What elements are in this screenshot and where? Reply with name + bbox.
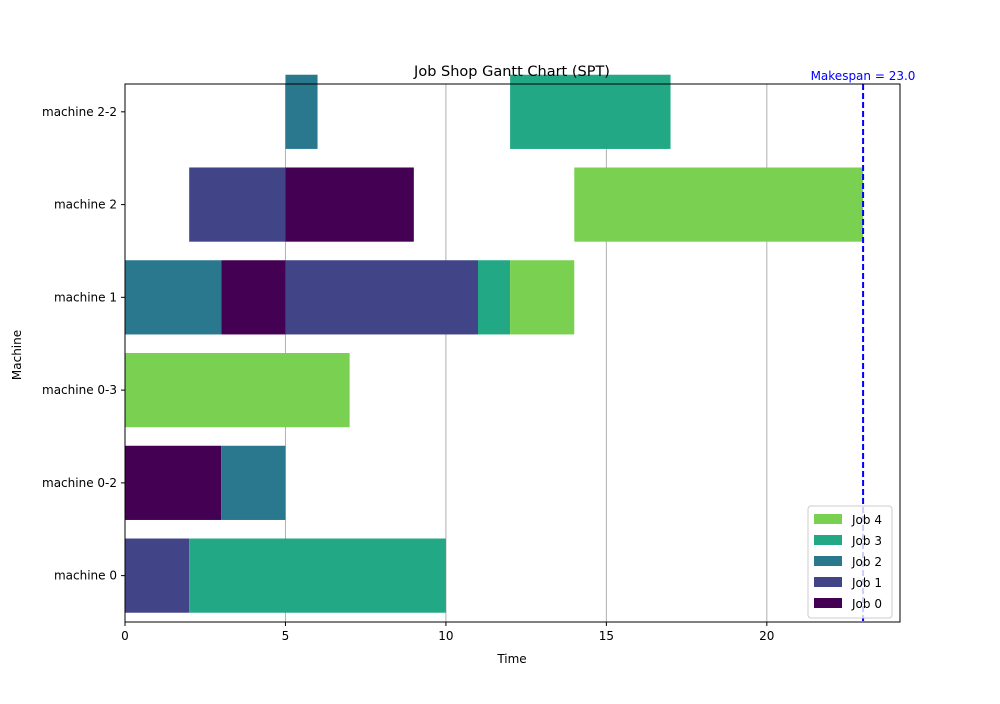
x-tick-label: 0 [121,629,129,643]
task-bar [189,538,446,613]
task-bar [125,445,222,520]
x-tick-label: 10 [438,629,453,643]
task-bar [221,260,286,335]
legend-label: Job 1 [851,576,882,590]
task-bar [285,260,479,335]
x-axis-label: Time [496,652,526,666]
legend-label: Job 4 [851,513,882,527]
legend-swatch [814,535,842,545]
legend-swatch [814,598,842,608]
task-bar [221,445,286,520]
legend-swatch [814,577,842,587]
legend-swatch [814,556,842,566]
x-tick-label: 15 [599,629,614,643]
y-axis-label: Machine [10,330,24,380]
task-bar [125,260,222,335]
task-bar [285,167,414,242]
x-tick-label: 20 [759,629,774,643]
legend-swatch [814,514,842,524]
task-bar [574,167,864,242]
y-tick-label: machine 0-2 [42,476,117,490]
task-bar [189,167,286,242]
task-bar [125,353,350,428]
axis-layer: 0 5 10 15 20 machine 0 machine 0-2 machine 0-3 m… [42,105,774,643]
y-tick-label: machine 2-2 [42,105,117,119]
legend-box [807,505,893,619]
y-tick-label: machine 1 [54,290,117,304]
legend-label: Job 2 [851,555,882,569]
task-bar [510,260,575,335]
makespan-label: Makespan = 23.0 [811,69,916,83]
task-bar [285,74,318,149]
y-tick-label: machine 2 [54,198,117,212]
legend-label: Job 0 [851,597,882,611]
y-tick-label: machine 0 [54,569,117,583]
y-tick-label: machine 0-3 [42,383,117,397]
task-bar [510,74,671,149]
legend: Job 4 Job 3 Job 2 Job 1 Job 0 [807,505,893,619]
x-tick-label: 5 [282,629,290,643]
plot-frame [124,83,901,623]
task-bar [478,260,511,335]
bar-layer [125,74,864,613]
legend-label: Job 3 [851,534,882,548]
chart-title: Job Shop Gantt Chart (SPT) [413,64,610,80]
task-bar [125,538,190,613]
